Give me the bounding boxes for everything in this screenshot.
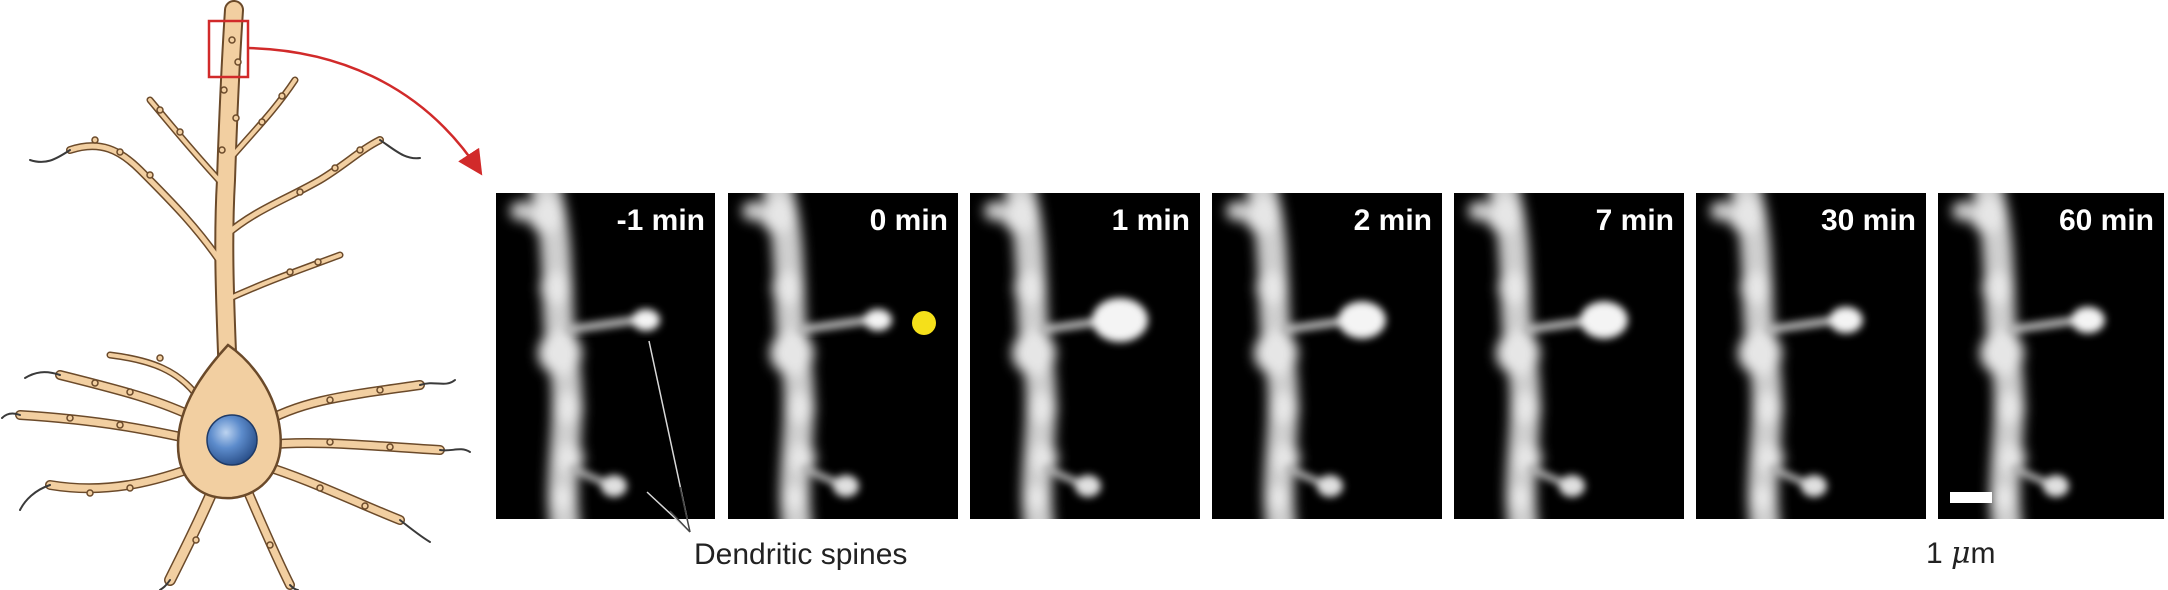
stimulated-spine <box>2007 306 2105 334</box>
stimulated-spine <box>1281 301 1386 339</box>
nucleus <box>206 414 258 466</box>
neuron-illustration <box>1 0 471 590</box>
panel-time-label: -1 min <box>617 204 705 237</box>
panel-time-label: 60 min <box>2059 204 2154 237</box>
lower-spine <box>1768 464 1827 497</box>
image-panel: 2 min <box>1212 193 1442 519</box>
panel-time-label: 0 min <box>870 204 948 237</box>
panel-time-label: 30 min <box>1821 204 1916 237</box>
dendrite-shaft <box>742 193 816 519</box>
stimulated-spine <box>797 309 892 334</box>
lower-spine <box>800 464 859 497</box>
scale-bar-label: 1 μm <box>1926 536 1996 571</box>
image-panel: 7 min <box>1454 193 1684 519</box>
scale-bar-unit-symbol: μ <box>1951 536 1971 571</box>
spine-pointer-lower-out <box>669 510 691 533</box>
uncaging-stimulus-dot <box>912 311 936 335</box>
lower-spine <box>1042 464 1101 497</box>
dendrite-shaft <box>1468 193 1542 519</box>
panel-time-label: 7 min <box>1596 204 1674 237</box>
lower-spine <box>1526 464 1585 497</box>
dendritic-spines-label: Dendritic spines <box>694 538 908 571</box>
dendrite-shaft <box>1952 193 2026 519</box>
scale-bar-value: 1 <box>1926 537 1943 570</box>
dendrite-tips <box>1 139 471 590</box>
dendrite-shaft <box>984 193 1058 519</box>
stimulated-spine <box>1039 298 1148 342</box>
panel-background <box>970 193 1200 519</box>
image-panel: 30 min <box>1696 193 1926 519</box>
panel-background <box>496 193 715 519</box>
image-panel: 1 min <box>970 193 1200 519</box>
stimulated-spine <box>1523 301 1628 339</box>
panel-time-label: 1 min <box>1112 204 1190 237</box>
panel-background <box>1212 193 1442 519</box>
dendrite-shaft <box>1710 193 1784 519</box>
scale-bar <box>1950 492 1992 503</box>
panel-time-label: 2 min <box>1354 204 1432 237</box>
panel-background <box>728 193 958 519</box>
lower-spine <box>2010 464 2069 497</box>
zoom-arrow <box>247 46 483 176</box>
panel-background <box>1696 193 1926 519</box>
image-panel: -1 min <box>496 193 715 519</box>
image-panel: 60 min <box>1938 193 2164 519</box>
scale-bar-unit-suffix: m <box>1970 537 1996 570</box>
lower-spine <box>568 464 627 497</box>
panel-background <box>1938 193 2164 519</box>
stimulated-spine <box>1765 306 1863 334</box>
spine-nubs <box>66 36 394 549</box>
dendrite-shaft <box>510 193 584 519</box>
panel-background <box>1454 193 1684 519</box>
dendrite-shaft <box>1226 193 1300 519</box>
image-panel: 0 min <box>728 193 958 519</box>
stimulated-spine <box>565 309 660 334</box>
spine-pointer-upper-out <box>679 486 691 533</box>
lower-spine <box>1284 464 1343 497</box>
